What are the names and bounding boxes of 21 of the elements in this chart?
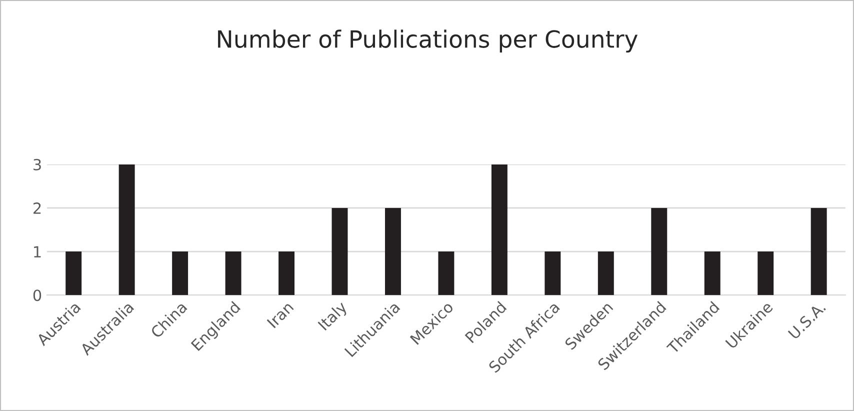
bar	[491, 164, 508, 296]
bar	[651, 208, 668, 296]
bar	[172, 252, 188, 296]
x-tick-label: Iran	[266, 301, 294, 328]
bar	[332, 208, 348, 296]
bar	[704, 252, 720, 296]
bar	[758, 252, 774, 296]
bar	[225, 252, 242, 296]
y-tick-label: 1	[34, 246, 41, 258]
y-tick-label: 2	[34, 202, 41, 214]
bar	[278, 252, 294, 296]
bar	[544, 252, 561, 296]
bar	[598, 252, 614, 296]
bar	[66, 252, 82, 296]
bar	[438, 252, 454, 296]
bar	[118, 164, 135, 296]
chart-title: Number of Publications per Country	[218, 30, 638, 53]
bar	[810, 208, 827, 296]
y-tick-label: 0	[33, 290, 42, 302]
y-tick-label: 3	[34, 158, 41, 170]
bar	[384, 208, 401, 296]
